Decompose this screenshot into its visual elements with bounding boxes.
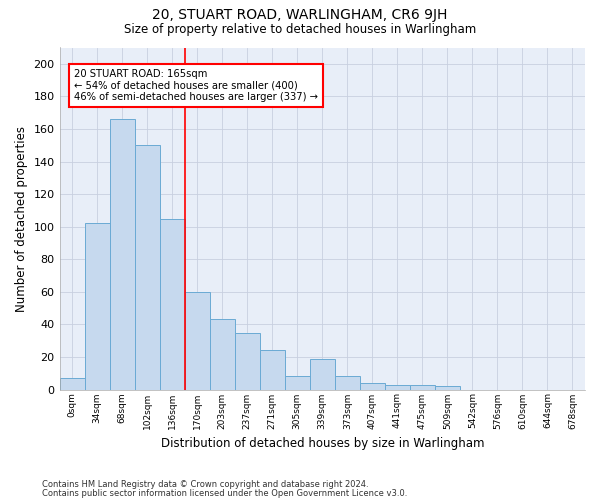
Bar xyxy=(435,386,460,390)
Bar xyxy=(134,145,160,390)
Bar xyxy=(335,376,360,390)
Bar xyxy=(185,292,209,390)
Bar xyxy=(160,218,185,390)
Bar xyxy=(360,383,385,390)
Text: Contains public sector information licensed under the Open Government Licence v3: Contains public sector information licen… xyxy=(42,489,407,498)
Bar xyxy=(59,378,85,390)
Bar xyxy=(209,320,235,390)
Text: Contains HM Land Registry data © Crown copyright and database right 2024.: Contains HM Land Registry data © Crown c… xyxy=(42,480,368,489)
Bar xyxy=(310,358,335,390)
Y-axis label: Number of detached properties: Number of detached properties xyxy=(15,126,28,312)
X-axis label: Distribution of detached houses by size in Warlingham: Distribution of detached houses by size … xyxy=(161,437,484,450)
Bar xyxy=(260,350,285,390)
Bar xyxy=(285,376,310,390)
Bar xyxy=(235,332,260,390)
Text: 20 STUART ROAD: 165sqm
← 54% of detached houses are smaller (400)
46% of semi-de: 20 STUART ROAD: 165sqm ← 54% of detached… xyxy=(74,68,318,102)
Bar xyxy=(110,119,134,390)
Bar xyxy=(410,384,435,390)
Bar xyxy=(385,384,410,390)
Bar xyxy=(85,224,110,390)
Text: Size of property relative to detached houses in Warlingham: Size of property relative to detached ho… xyxy=(124,22,476,36)
Text: 20, STUART ROAD, WARLINGHAM, CR6 9JH: 20, STUART ROAD, WARLINGHAM, CR6 9JH xyxy=(152,8,448,22)
